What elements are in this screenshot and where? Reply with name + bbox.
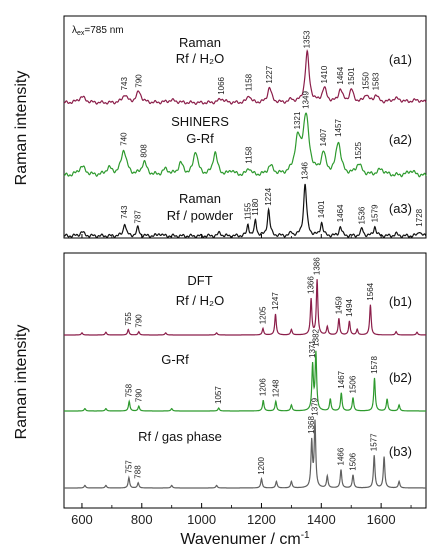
- x-tick-label-1600: 1600: [367, 512, 396, 527]
- peak-label-b2-1506: 1506: [349, 375, 358, 393]
- series-title-b3-0: Rf / gas phase: [138, 429, 222, 444]
- spectrum-line-b2: [64, 350, 426, 412]
- peak-label-b2-1057: 1057: [214, 386, 223, 404]
- peak-label-a2-1525: 1525: [354, 141, 363, 159]
- x-tick-label-1200: 1200: [247, 512, 276, 527]
- peak-label-a3-1464: 1464: [336, 204, 345, 222]
- peak-label-b3-757: 757: [124, 460, 133, 474]
- peak-label-a3-743: 743: [120, 205, 129, 219]
- peak-label-a1-1501: 1501: [347, 67, 356, 85]
- peak-label-a2-1457: 1457: [334, 119, 343, 137]
- series-title-a2-0: SHINERS: [171, 114, 229, 129]
- peak-label-b2-1248: 1248: [271, 379, 280, 397]
- peak-label-b3-1506: 1506: [349, 452, 358, 470]
- peak-label-a3-1536: 1536: [358, 206, 367, 224]
- peak-label-b1-755: 755: [124, 312, 133, 326]
- peak-label-a1-1550: 1550: [362, 71, 371, 89]
- peak-label-b1-1205: 1205: [259, 306, 268, 324]
- x-axis-title: Wavenumer / cm-1: [180, 530, 310, 548]
- peak-label-a3-1401: 1401: [317, 200, 326, 218]
- peak-label-a3-1579: 1579: [370, 204, 379, 222]
- series-title-a3-0: Raman: [179, 191, 221, 206]
- peak-label-b3-1200: 1200: [257, 456, 266, 474]
- spectrum-line-b3: [64, 419, 426, 489]
- spectrum-line-b1: [64, 279, 426, 336]
- peak-label-a1-743: 743: [120, 77, 129, 91]
- x-tick-label-800: 800: [131, 512, 153, 527]
- series-label-b1: (b1): [389, 294, 412, 309]
- y-axis-title-top: Raman intensity: [13, 71, 30, 186]
- y-axis-title-bottom: Raman intensity: [13, 325, 30, 440]
- series-title-a1-1: Rf / H₂O: [176, 51, 224, 66]
- spectrum-line-a3: [63, 183, 427, 239]
- peak-label-b2-1578: 1578: [370, 356, 379, 374]
- series-label-b3: (b3): [389, 444, 412, 459]
- spectrum-line-a2: [63, 112, 427, 178]
- peak-label-b2-1382: 1382: [311, 328, 320, 346]
- peak-label-a2-1349: 1349: [302, 91, 311, 109]
- peak-label-a3-1224: 1224: [264, 187, 273, 205]
- series-title-a1-0: Raman: [179, 35, 221, 50]
- peak-label-b1-1366: 1366: [307, 276, 316, 294]
- peak-label-b1-1459: 1459: [334, 296, 343, 314]
- peak-label-a1-1583: 1583: [372, 72, 381, 90]
- peak-label-b3-788: 788: [134, 465, 143, 479]
- peak-label-a1-1353: 1353: [303, 30, 312, 48]
- peak-label-b2-1467: 1467: [337, 370, 346, 388]
- peak-label-a2-808: 808: [140, 144, 149, 158]
- peak-label-a1-790: 790: [134, 74, 143, 88]
- peak-label-a2-1407: 1407: [319, 128, 328, 146]
- peak-label-b1-1247: 1247: [271, 292, 280, 310]
- x-tick-label-1400: 1400: [307, 512, 336, 527]
- series-label-a2: (a2): [389, 132, 412, 147]
- peak-label-a1-1227: 1227: [265, 65, 274, 83]
- peak-label-a2-740: 740: [119, 132, 128, 146]
- peak-label-b2-1206: 1206: [259, 378, 268, 396]
- peak-label-b3-1368: 1368: [307, 416, 316, 434]
- peak-label-a3-1180: 1180: [251, 198, 260, 216]
- peak-label-a2-1158: 1158: [244, 146, 253, 164]
- peak-label-b1-1386: 1386: [313, 257, 322, 275]
- peak-label-a1-1464: 1464: [336, 66, 345, 84]
- peak-label-b1-790: 790: [134, 314, 143, 328]
- x-tick-label-1000: 1000: [187, 512, 216, 527]
- series-label-b2: (b2): [389, 370, 412, 385]
- excitation-label: λex=785 nm: [72, 25, 124, 37]
- series-label-a1: (a1): [389, 52, 412, 67]
- series-label-a3: (a3): [389, 201, 412, 216]
- peak-label-a3-1346: 1346: [301, 161, 310, 179]
- peak-label-b3-1466: 1466: [337, 447, 346, 465]
- panel-bottom-frame: [63, 252, 427, 509]
- peak-label-a3-787: 787: [133, 210, 142, 224]
- spectrum-line-a1: [63, 49, 427, 106]
- series-title-a2-1: G-Rf: [186, 131, 214, 146]
- peak-label-b3-1577: 1577: [370, 433, 379, 451]
- peak-label-b2-790: 790: [134, 388, 143, 402]
- peak-label-a1-1066: 1066: [217, 76, 226, 94]
- peak-label-a1-1158: 1158: [244, 73, 253, 91]
- peak-label-b1-1564: 1564: [366, 282, 375, 300]
- series-title-b1-1: Rf / H₂O: [176, 293, 224, 308]
- peak-label-a3-1155: 1155: [244, 202, 253, 220]
- peak-label-a1-1410: 1410: [320, 65, 329, 83]
- x-tick-label-600: 600: [71, 512, 93, 527]
- peak-label-a2-1321: 1321: [293, 111, 302, 129]
- series-title-a3-1: Rf / powder: [167, 208, 234, 223]
- peak-label-b1-1494: 1494: [345, 299, 354, 317]
- peak-label-a3-1728: 1728: [415, 208, 424, 226]
- series-title-b2-0: G-Rf: [161, 352, 189, 367]
- peak-label-b2-1371: 1371: [308, 340, 317, 358]
- peak-label-b3-1379: 1379: [311, 397, 320, 415]
- series-title-b1-0: DFT: [187, 273, 212, 288]
- panel-top-frame: [63, 15, 427, 239]
- peak-label-b2-758: 758: [125, 383, 134, 397]
